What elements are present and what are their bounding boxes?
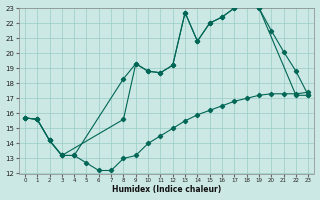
X-axis label: Humidex (Indice chaleur): Humidex (Indice chaleur) xyxy=(112,185,221,194)
